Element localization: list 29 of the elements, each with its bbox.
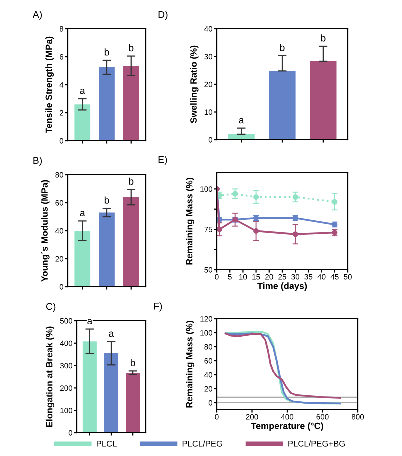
chart-title: B)	[34, 156, 42, 166]
chart-title: F)	[154, 302, 162, 312]
y-axis-title: Young´s Modulus (MPa)	[41, 180, 50, 282]
annotation: b	[129, 44, 134, 52]
annotation: a	[80, 211, 86, 216]
annotation: a	[109, 332, 114, 338]
y-axis-title: Tensile Strength (MPa)	[46, 36, 54, 134]
y-axis-title: Elongation at Break (%)	[46, 326, 55, 428]
y-axis-title: Swelling Ratio (%)	[190, 46, 199, 124]
annotation: b	[104, 48, 110, 56]
legend-label: PLCL	[97, 440, 117, 447]
chart-title: E)	[158, 156, 168, 166]
chart-title: A)	[32, 10, 42, 20]
annotation: b	[321, 34, 326, 42]
chart-title: D)	[158, 11, 168, 20]
y-axis-title: Remaining Mass (%)	[186, 321, 195, 408]
x-axis-title: Temperature (°C)	[251, 422, 324, 432]
annotation: b	[280, 44, 285, 52]
y-axis-title: Remaining Mass (%)	[186, 178, 195, 265]
annotation: a	[80, 88, 86, 94]
legend-label: PLCL/PEG+BG	[288, 440, 346, 447]
annotation: b	[130, 359, 136, 366]
annotation: b	[104, 196, 110, 204]
annotation: b	[129, 178, 134, 185]
annotation: a	[239, 118, 244, 124]
chart-title: C)	[46, 302, 56, 312]
annotation: a	[88, 319, 93, 325]
legend-label: PLCL/PEG	[182, 440, 222, 447]
x-axis-title: Time (days)	[258, 282, 308, 292]
